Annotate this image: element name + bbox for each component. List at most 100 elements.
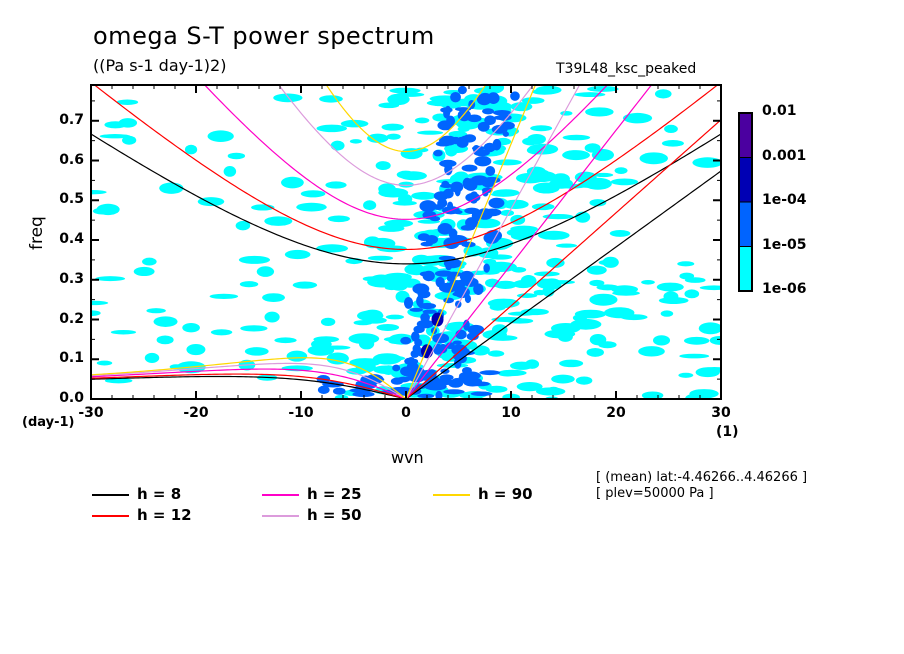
power-patch [300, 190, 326, 198]
power-patch [467, 324, 485, 335]
power-patch [692, 157, 721, 168]
power-patch [484, 261, 517, 273]
power-patch [411, 191, 437, 200]
power-patch [375, 161, 391, 171]
rossby-wave-curve [91, 357, 407, 399]
power-patch [433, 191, 449, 201]
power-patch [419, 200, 437, 213]
y-tick-label: 0.2 [59, 310, 84, 327]
power-patch [391, 276, 409, 287]
power-patch [443, 389, 465, 395]
power-patch [432, 333, 450, 344]
power-patch [555, 243, 578, 248]
power-patch [433, 149, 443, 157]
power-patch [474, 156, 492, 167]
power-patch [483, 208, 502, 217]
power-patch [492, 189, 520, 197]
power-patch [463, 134, 477, 143]
power-patch [593, 172, 614, 178]
power-patch [458, 279, 472, 284]
experiment-label: T39L48_ksc_peaked [556, 61, 697, 77]
power-patch [492, 159, 522, 166]
power-patch [551, 374, 575, 384]
power-patch [99, 134, 131, 139]
power-patch [210, 329, 233, 336]
power-patch [574, 92, 606, 98]
power-patch [104, 378, 133, 384]
power-peak [365, 374, 384, 385]
power-patch [661, 139, 684, 147]
power-patch [589, 293, 618, 306]
legend-label: h = 90 [478, 485, 533, 503]
power-patch [479, 92, 491, 99]
y-tick-label: 0.1 [59, 350, 84, 367]
kelvin-wave-curve [405, 85, 653, 399]
power-patch [479, 269, 500, 275]
kelvin-wave-curve [405, 85, 536, 399]
power-patch [562, 150, 590, 161]
power-patch [439, 374, 454, 381]
rossby-wave-curve [91, 373, 407, 399]
power-patch [264, 311, 280, 323]
power-patch [500, 209, 515, 217]
power-patch [654, 89, 672, 99]
power-patch [414, 338, 423, 347]
power-patch [437, 222, 453, 235]
power-patch [420, 312, 430, 323]
power-patch [239, 281, 259, 288]
power-patch [502, 131, 509, 137]
power-patch [461, 164, 478, 172]
power-patch [641, 279, 655, 285]
power-patch [386, 133, 401, 140]
power-patch [465, 192, 481, 203]
dispersion-curves [91, 85, 721, 399]
power-patch [586, 348, 604, 357]
power-patch [589, 279, 605, 287]
power-patch [367, 255, 394, 261]
power-patch [384, 219, 414, 228]
power-patch [435, 390, 443, 399]
power-peak [470, 175, 489, 186]
power-patch [91, 310, 101, 316]
power-patch [488, 197, 505, 209]
power-patch [470, 391, 493, 396]
power-patch [483, 258, 497, 265]
power-patch [400, 148, 423, 160]
power-patch [209, 293, 239, 299]
power-peak [449, 235, 468, 246]
power-patch [698, 322, 721, 335]
power-patch [585, 107, 614, 117]
power-peak [460, 374, 478, 385]
power-patch [332, 387, 346, 395]
colorbar [738, 112, 753, 292]
power-patch [562, 134, 591, 141]
power-patch [472, 145, 480, 154]
power-patch [614, 167, 628, 174]
power-patch [274, 337, 297, 344]
power-patch [414, 117, 430, 124]
power-patch [96, 203, 120, 216]
colorbar-level-label: 1e-06 [762, 281, 807, 297]
power-patch [399, 171, 427, 181]
power-patch [348, 333, 380, 345]
power-patch [142, 257, 157, 266]
power-patch [444, 105, 451, 115]
power-patch [491, 316, 524, 323]
power-patch [422, 381, 434, 388]
y-tick-label: 0.0 [59, 390, 84, 406]
power-patch [546, 257, 565, 268]
power-patch [457, 136, 466, 142]
colorbar-level-label: 0.001 [762, 147, 807, 164]
power-patch [392, 364, 401, 372]
power-patch [330, 140, 345, 151]
power-patch [612, 290, 640, 296]
power-patch [639, 152, 668, 165]
power-patch [549, 280, 576, 285]
power-patch [493, 101, 511, 112]
power-patch [319, 95, 343, 103]
power-patch [488, 254, 513, 260]
power-patch [443, 297, 454, 304]
power-patch [492, 138, 502, 151]
x-tick-label: 20 [606, 405, 626, 421]
power-patch [292, 281, 318, 289]
